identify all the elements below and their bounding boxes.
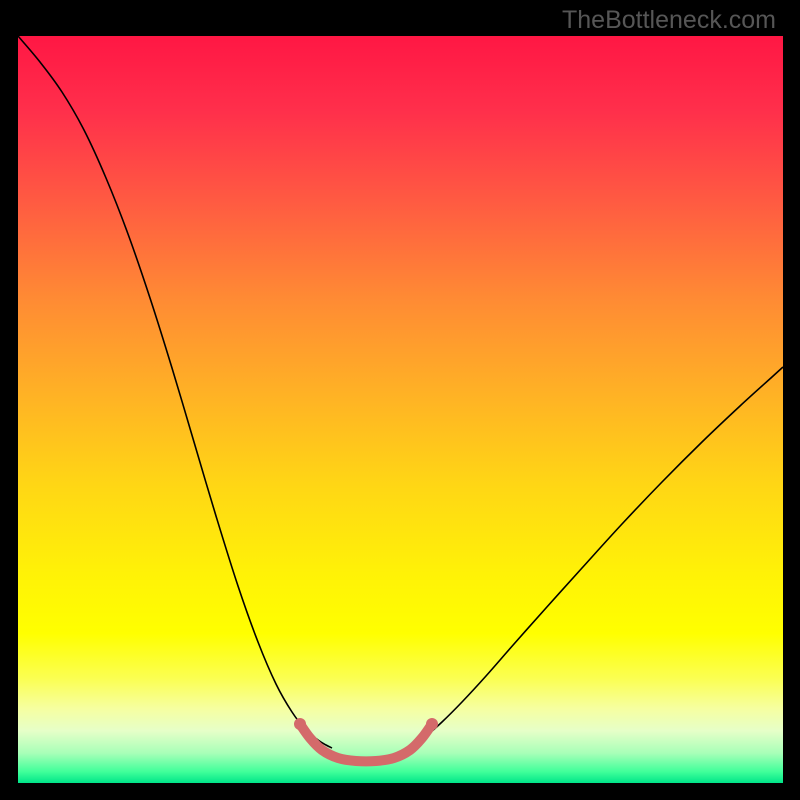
frame-right bbox=[783, 0, 800, 800]
chart-svg bbox=[0, 0, 800, 800]
watermark-text: TheBottleneck.com bbox=[562, 6, 776, 35]
plot-background bbox=[18, 36, 783, 783]
frame-left bbox=[0, 0, 18, 800]
bottleneck-chart: TheBottleneck.com bbox=[0, 0, 800, 800]
frame-bottom bbox=[0, 783, 800, 800]
